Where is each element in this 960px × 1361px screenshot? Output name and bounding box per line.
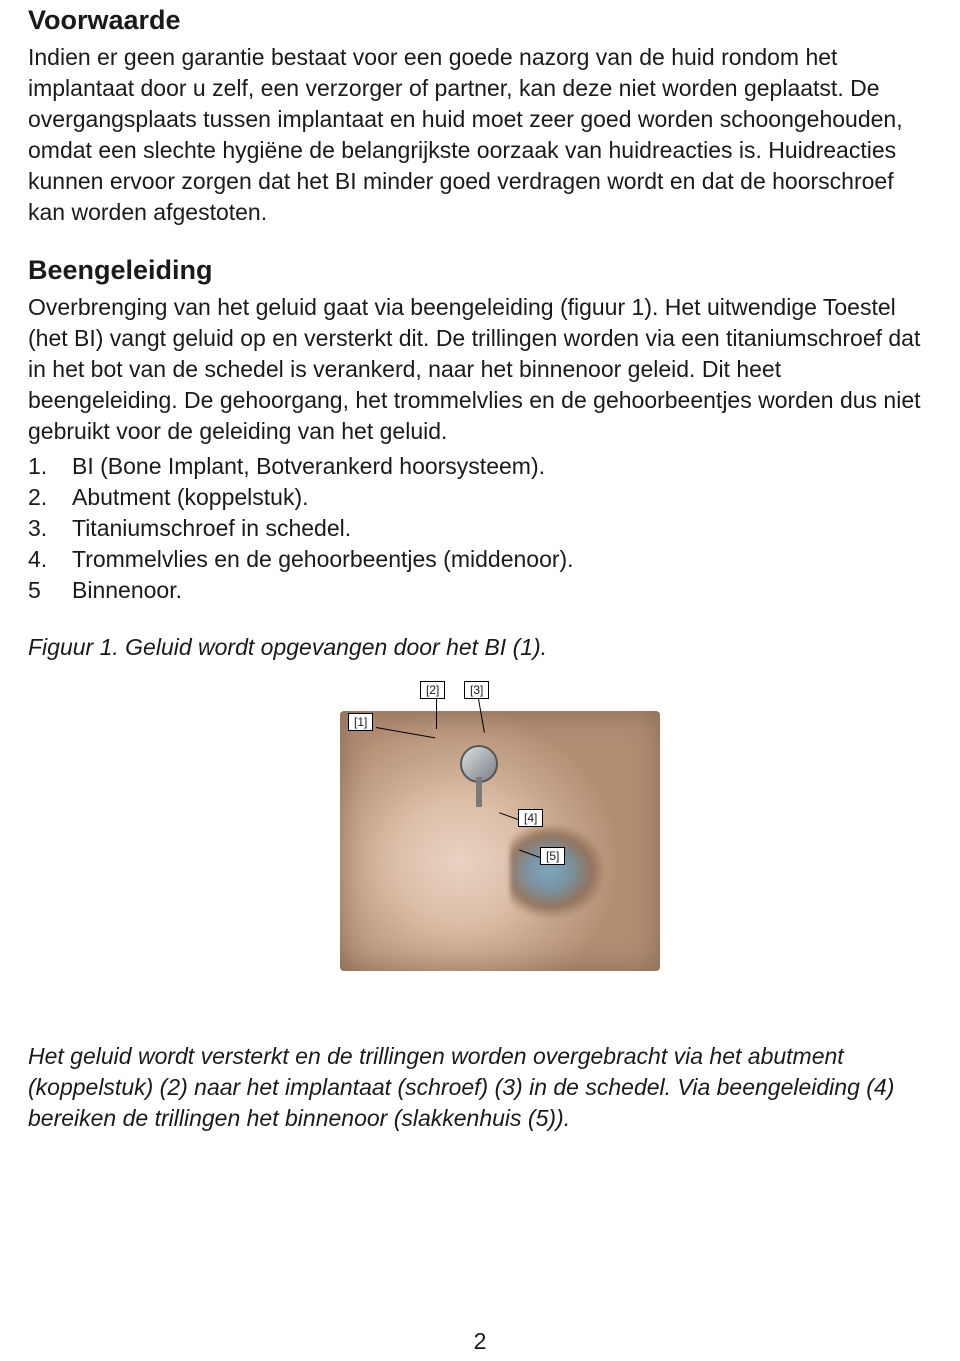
list-item: 3. Titaniumschroef in schedel. [28, 513, 932, 544]
figure-label-1: [1] [348, 713, 373, 731]
figure-container: [1] [2] [3] [4] [5] [28, 681, 932, 981]
list-item: 4. Trommelvlies en de gehoorbeentjes (mi… [28, 544, 932, 575]
ear-canal-shading [510, 811, 660, 931]
numbered-list: 1. BI (Bone Implant, Botverankerd hoorsy… [28, 451, 932, 606]
heading-beengeleiding: Beengeleiding [28, 254, 932, 288]
list-number: 5 [28, 575, 72, 606]
list-item: 1. BI (Bone Implant, Botverankerd hoorsy… [28, 451, 932, 482]
list-number: 2. [28, 482, 72, 513]
list-text: Abutment (koppelstuk). [72, 482, 932, 513]
list-text: BI (Bone Implant, Botverankerd hoorsyste… [72, 451, 932, 482]
list-number: 4. [28, 544, 72, 575]
figure-label-3: [3] [464, 681, 489, 699]
list-item: 5 Binnenoor. [28, 575, 932, 606]
document-page: Voorwaarde Indien er geen garantie besta… [0, 0, 960, 1361]
ear-illustration [340, 711, 660, 971]
list-number: 1. [28, 451, 72, 482]
page-number: 2 [0, 1328, 960, 1355]
figure-footer-text: Het geluid wordt versterkt en de trillin… [28, 1041, 932, 1134]
list-text: Binnenoor. [72, 575, 932, 606]
figure-label-4: [4] [518, 809, 543, 827]
paragraph-voorwaarde: Indien er geen garantie bestaat voor een… [28, 42, 932, 228]
figure-ear-diagram: [1] [2] [3] [4] [5] [300, 681, 660, 981]
figure-caption: Figuur 1. Geluid wordt opgevangen door h… [28, 632, 932, 663]
list-item: 2. Abutment (koppelstuk). [28, 482, 932, 513]
bi-device-icon [460, 745, 498, 783]
list-number: 3. [28, 513, 72, 544]
figure-label-5: [5] [540, 847, 565, 865]
paragraph-beengeleiding: Overbrenging van het geluid gaat via bee… [28, 292, 932, 447]
list-text: Trommelvlies en de gehoorbeentjes (midde… [72, 544, 932, 575]
list-text: Titaniumschroef in schedel. [72, 513, 932, 544]
pointer-line [436, 699, 437, 729]
heading-voorwaarde: Voorwaarde [28, 4, 932, 38]
figure-label-2: [2] [420, 681, 445, 699]
